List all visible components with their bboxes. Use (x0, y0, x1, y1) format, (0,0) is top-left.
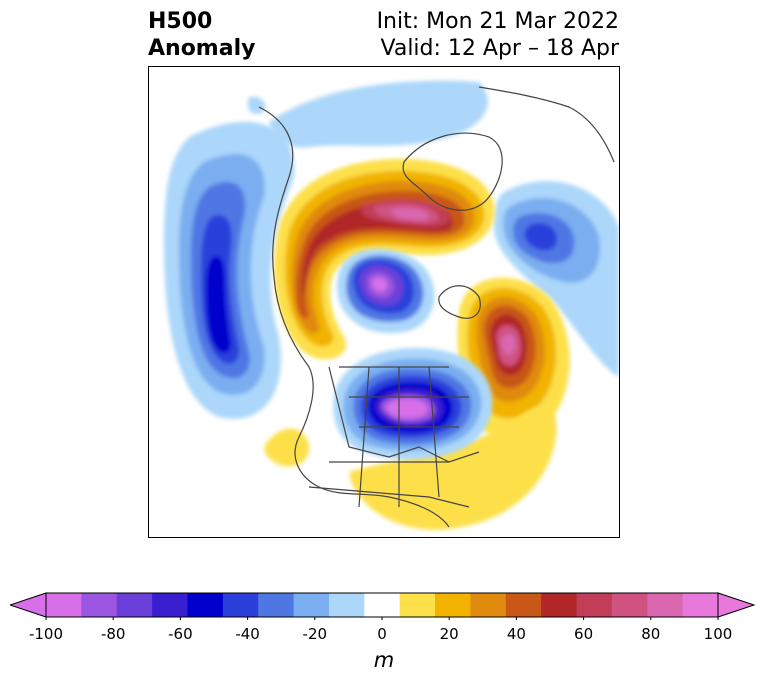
colorbar-tick-label: 100 (703, 625, 733, 643)
colorbar-cell (187, 593, 224, 617)
colorbar-tick-label: 0 (377, 625, 387, 643)
colorbar-tick-label: 60 (574, 625, 594, 643)
colorbar-tick-label: 20 (439, 625, 459, 643)
valid-range: Valid: 12 Apr – 18 Apr (380, 36, 620, 61)
colorbar-tick-label: 40 (506, 625, 526, 643)
colorbar-tick-label: -60 (168, 625, 193, 643)
colorbar (10, 592, 756, 620)
colorbar-tick-marks (45, 617, 719, 620)
unit-label: m (373, 648, 395, 672)
colorbar-cell (116, 593, 153, 617)
europe-trough (494, 180, 619, 377)
colorbar-cell (505, 593, 542, 617)
colorbar-cell (541, 593, 578, 617)
title-line-2: Anomaly (148, 36, 256, 61)
coastlines (258, 86, 615, 528)
colorbar-cell (81, 593, 118, 617)
colorbar-cell (364, 593, 401, 617)
colorbar-cells (46, 593, 719, 617)
central-low (337, 248, 435, 334)
colorbar-cell (222, 593, 259, 617)
colorbar-cell (46, 593, 82, 617)
arctic-ridge (274, 158, 495, 360)
colorbar-tick-label: 80 (641, 625, 661, 643)
colorbar-cell (682, 593, 719, 617)
colorbar-tick-label: -20 (302, 625, 328, 643)
colorbar-cell (576, 593, 613, 617)
anomaly-map (148, 66, 620, 538)
pacific-trough (164, 121, 295, 419)
anomaly-map-svg (164, 80, 619, 530)
arctic-blue (247, 80, 488, 148)
colorbar-cell (399, 593, 436, 617)
colorbar-cell (611, 593, 648, 617)
map-title: H500 Anomaly (148, 8, 255, 62)
colorbar-tick-label: -100 (28, 625, 64, 643)
colorbar-cell (647, 593, 684, 617)
colorbar-cell (328, 593, 365, 617)
colorbar-cell (152, 593, 188, 617)
colorbar-cell (258, 593, 295, 617)
forecast-dates: Init: Mon 21 Mar 2022 Valid: 12 Apr – 18… (377, 8, 619, 62)
colorbar-cell (435, 593, 471, 617)
init-date: Init: Mon 21 Mar 2022 (376, 9, 619, 34)
colorbar-tick-label: -40 (235, 625, 260, 643)
east-low (333, 347, 493, 460)
colorbar-cell (293, 593, 330, 617)
colorbar-low-extension (10, 592, 47, 618)
colorbar-cell (470, 593, 507, 617)
colorbar-tick-label: -80 (100, 625, 126, 643)
colorbar-high-extension (717, 592, 756, 618)
title-line-1: H500 (148, 9, 213, 34)
